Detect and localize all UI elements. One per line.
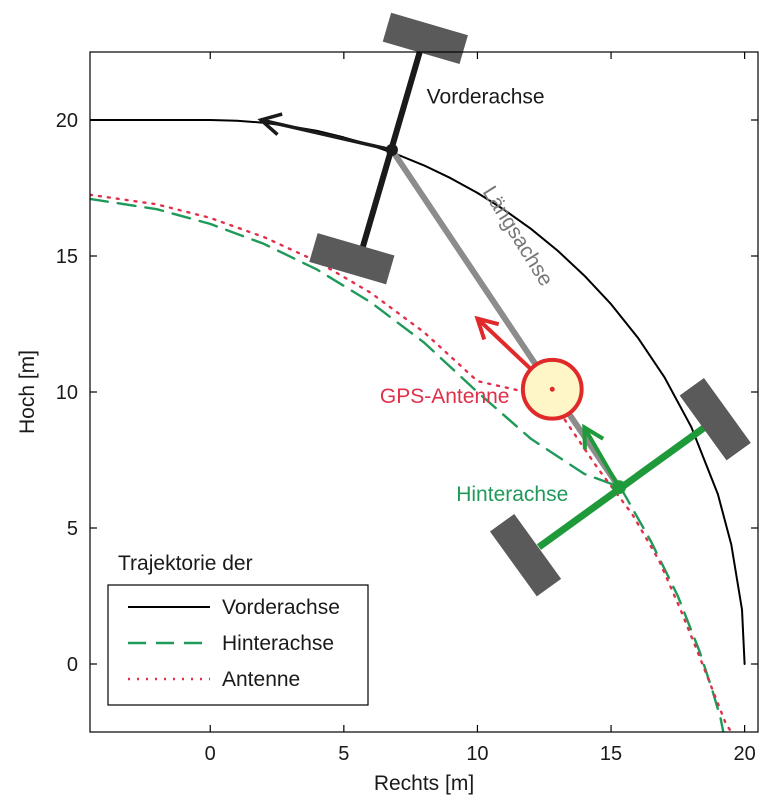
annotations: Vorderachse Längsachse GPS-Antenne Hinterac…	[380, 86, 568, 506]
axis-ticks: 0 5 10 15 20 0 5 10 15 20	[56, 52, 758, 765]
annotation-label: GPS-Antenne	[380, 385, 510, 408]
longitudinal-axis	[389, 148, 555, 391]
x-tick-label: 5	[338, 743, 349, 765]
rear-wheel-right	[679, 377, 751, 461]
series-hinterachse	[90, 197, 725, 732]
front-wheel-left	[309, 233, 395, 285]
y-tick-label: 10	[56, 382, 78, 404]
gps-antenna-point	[549, 386, 555, 392]
y-axis-label: Hoch [m]	[16, 350, 39, 434]
y-tick-label: 0	[67, 654, 78, 676]
annotation-label: Vorderachse	[427, 86, 545, 109]
antenna-heading-arrow-head	[474, 315, 500, 341]
x-tick-label: 15	[600, 743, 622, 765]
x-tick-label: 10	[466, 743, 488, 765]
legend-entry-label: Hinterachse	[222, 632, 334, 655]
front-heading-arrow-head	[257, 112, 283, 136]
legend: Trajektorie der Vorderachse Hinterachse Ant…	[107, 552, 369, 706]
y-tick-label: 15	[56, 246, 78, 268]
legend-entry-label: Vorderachse	[222, 596, 340, 619]
rear-wheel-left	[489, 513, 562, 597]
front-wheel-right	[382, 12, 468, 65]
legend-title: Trajektorie der	[118, 552, 253, 575]
annotation-label: Hinterachse	[456, 483, 568, 506]
vehicle-drawing	[257, 12, 751, 597]
y-tick-label: 5	[67, 518, 78, 540]
annotation-label: Längsachse	[478, 182, 558, 290]
x-tick-label: 20	[734, 743, 756, 765]
legend-entry-label: Antenne	[222, 668, 300, 691]
y-tick-label: 20	[56, 110, 78, 132]
rear-heading-arrow-head	[582, 423, 605, 450]
x-tick-label: 0	[205, 743, 216, 765]
x-axis-label: Rechts [m]	[374, 772, 474, 795]
rear-heading-arrow-shaft	[582, 426, 621, 489]
front-heading-arrow-shaft	[260, 118, 393, 152]
legend-box	[107, 584, 369, 706]
